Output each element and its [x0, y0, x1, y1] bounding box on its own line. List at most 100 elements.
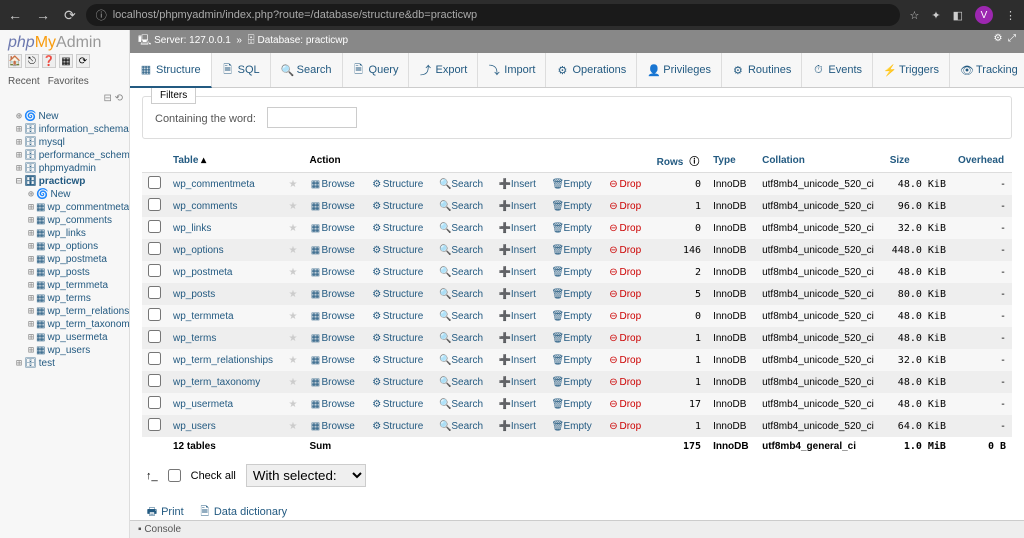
browse-link[interactable]: ▦Browse	[310, 289, 355, 300]
insert-link[interactable]: ➕Insert	[499, 201, 536, 212]
th-collation[interactable]: Collation	[762, 155, 805, 166]
th-overhead[interactable]: Overhead	[958, 155, 1004, 166]
tree-item[interactable]: ⊞▦wp_users	[28, 344, 125, 357]
structure-link[interactable]: ⚙Structure	[371, 223, 424, 234]
drop-link[interactable]: ⊖Drop	[607, 333, 641, 344]
tab-recent[interactable]: Recent	[8, 76, 40, 87]
insert-link[interactable]: ➕Insert	[499, 421, 536, 432]
data-dictionary-link[interactable]: 🗎 Data dictionary	[199, 506, 287, 518]
structure-link[interactable]: ⚙Structure	[371, 377, 424, 388]
nav-reload-icon[interactable]: ⟳	[64, 7, 76, 24]
search-link[interactable]: 🔍Search	[439, 377, 483, 388]
insert-link[interactable]: ➕Insert	[499, 333, 536, 344]
insert-link[interactable]: ➕Insert	[499, 399, 536, 410]
empty-link[interactable]: 🗑Empty	[551, 355, 591, 366]
table-name-link[interactable]: wp_links	[173, 223, 211, 234]
topnav-routines[interactable]: ⚙Routines	[722, 53, 802, 87]
table-name-link[interactable]: wp_users	[173, 421, 216, 432]
search-link[interactable]: 🔍Search	[439, 421, 483, 432]
favorite-icon[interactable]: ★	[289, 399, 298, 410]
topnav-export[interactable]: ⤴Export	[409, 53, 478, 87]
empty-link[interactable]: 🗑Empty	[551, 201, 591, 212]
topnav-privileges[interactable]: 👤Privileges	[637, 53, 722, 87]
insert-link[interactable]: ➕Insert	[499, 223, 536, 234]
drop-link[interactable]: ⊖Drop	[607, 311, 641, 322]
table-name-link[interactable]: wp_comments	[173, 201, 237, 212]
drop-link[interactable]: ⊖Drop	[607, 245, 641, 256]
settings-icon[interactable]: ⚙	[993, 33, 1002, 44]
browse-link[interactable]: ▦Browse	[310, 355, 355, 366]
table-name-link[interactable]: wp_posts	[173, 289, 215, 300]
empty-link[interactable]: 🗑Empty	[551, 333, 591, 344]
insert-link[interactable]: ➕Insert	[499, 377, 536, 388]
expand-icon[interactable]: ⤢	[1008, 33, 1016, 44]
tree-item[interactable]: ⊞▦wp_postmeta	[28, 253, 125, 266]
table-name-link[interactable]: wp_usermeta	[173, 399, 233, 410]
row-check[interactable]	[148, 264, 161, 277]
favorite-icon[interactable]: ★	[289, 223, 298, 234]
favorite-icon[interactable]: ★	[289, 245, 298, 256]
structure-link[interactable]: ⚙Structure	[371, 245, 424, 256]
tree-item[interactable]: ⊞▦wp_termmeta	[28, 279, 125, 292]
topnav-operations[interactable]: ⚙Operations	[546, 53, 637, 87]
row-check[interactable]	[148, 198, 161, 211]
browse-link[interactable]: ▦Browse	[310, 179, 355, 190]
tree-item[interactable]: ⊟🗄practicwp	[16, 175, 125, 188]
th-rows[interactable]: Rows	[657, 157, 684, 168]
tree-item[interactable]: ⊞▦wp_term_taxonomy	[28, 318, 125, 331]
topnav-tracking[interactable]: 👁Tracking	[950, 53, 1024, 87]
tab-favorites[interactable]: Favorites	[48, 76, 89, 87]
row-check[interactable]	[148, 176, 161, 189]
table-name-link[interactable]: wp_postmeta	[173, 267, 232, 278]
empty-link[interactable]: 🗑Empty	[551, 377, 591, 388]
drop-link[interactable]: ⊖Drop	[607, 179, 641, 190]
row-check[interactable]	[148, 242, 161, 255]
empty-link[interactable]: 🗑Empty	[551, 289, 591, 300]
insert-link[interactable]: ➕Insert	[499, 267, 536, 278]
docs-icon[interactable]: ❓	[42, 54, 56, 68]
table-name-link[interactable]: wp_commentmeta	[173, 179, 255, 190]
row-check[interactable]	[148, 308, 161, 321]
tree-item[interactable]: ⊞🗄phpmyadmin	[16, 162, 125, 175]
row-check[interactable]	[148, 352, 161, 365]
insert-link[interactable]: ➕Insert	[499, 289, 536, 300]
favorite-icon[interactable]: ★	[289, 311, 298, 322]
structure-link[interactable]: ⚙Structure	[371, 421, 424, 432]
filter-input[interactable]	[267, 107, 357, 128]
drop-link[interactable]: ⊖Drop	[607, 201, 641, 212]
row-check[interactable]	[148, 396, 161, 409]
search-link[interactable]: 🔍Search	[439, 179, 483, 190]
avatar[interactable]: V	[975, 6, 993, 24]
row-check[interactable]	[148, 330, 161, 343]
tree-item[interactable]: ⊞🗄mysql	[16, 136, 125, 149]
table-name-link[interactable]: wp_term_taxonomy	[173, 377, 260, 388]
tree-item[interactable]: ⊞▦wp_links	[28, 227, 125, 240]
empty-link[interactable]: 🗑Empty	[551, 399, 591, 410]
tree-item[interactable]: ⊞▦wp_terms	[28, 292, 125, 305]
tree-item[interactable]: ⊞▦wp_comments	[28, 214, 125, 227]
drop-link[interactable]: ⊖Drop	[607, 289, 641, 300]
logout-icon[interactable]: ⎋	[25, 54, 39, 68]
star-icon[interactable]: ☆	[910, 9, 920, 22]
row-check[interactable]	[148, 286, 161, 299]
empty-link[interactable]: 🗑Empty	[551, 223, 591, 234]
db-link[interactable]: practicwp	[306, 35, 348, 46]
th-table[interactable]: Table	[173, 155, 198, 166]
url-bar[interactable]: ⓘ localhost/phpmyadmin/index.php?route=/…	[86, 4, 900, 26]
drop-link[interactable]: ⊖Drop	[607, 355, 641, 366]
nav-back-icon[interactable]: ←	[8, 7, 22, 24]
browse-link[interactable]: ▦Browse	[310, 377, 355, 388]
empty-link[interactable]: 🗑Empty	[551, 421, 591, 432]
favorite-icon[interactable]: ★	[289, 267, 298, 278]
favorite-icon[interactable]: ★	[289, 201, 298, 212]
drop-link[interactable]: ⊖Drop	[607, 399, 641, 410]
search-link[interactable]: 🔍Search	[439, 311, 483, 322]
unlink-icon[interactable]: ⟲	[115, 93, 123, 104]
empty-link[interactable]: 🗑Empty	[551, 245, 591, 256]
insert-link[interactable]: ➕Insert	[499, 311, 536, 322]
tree-item[interactable]: ⊕🌀New	[16, 110, 125, 123]
th-size[interactable]: Size	[890, 155, 910, 166]
tree-item[interactable]: ⊞🗄information_schema	[16, 123, 125, 136]
search-link[interactable]: 🔍Search	[439, 399, 483, 410]
structure-link[interactable]: ⚙Structure	[371, 399, 424, 410]
